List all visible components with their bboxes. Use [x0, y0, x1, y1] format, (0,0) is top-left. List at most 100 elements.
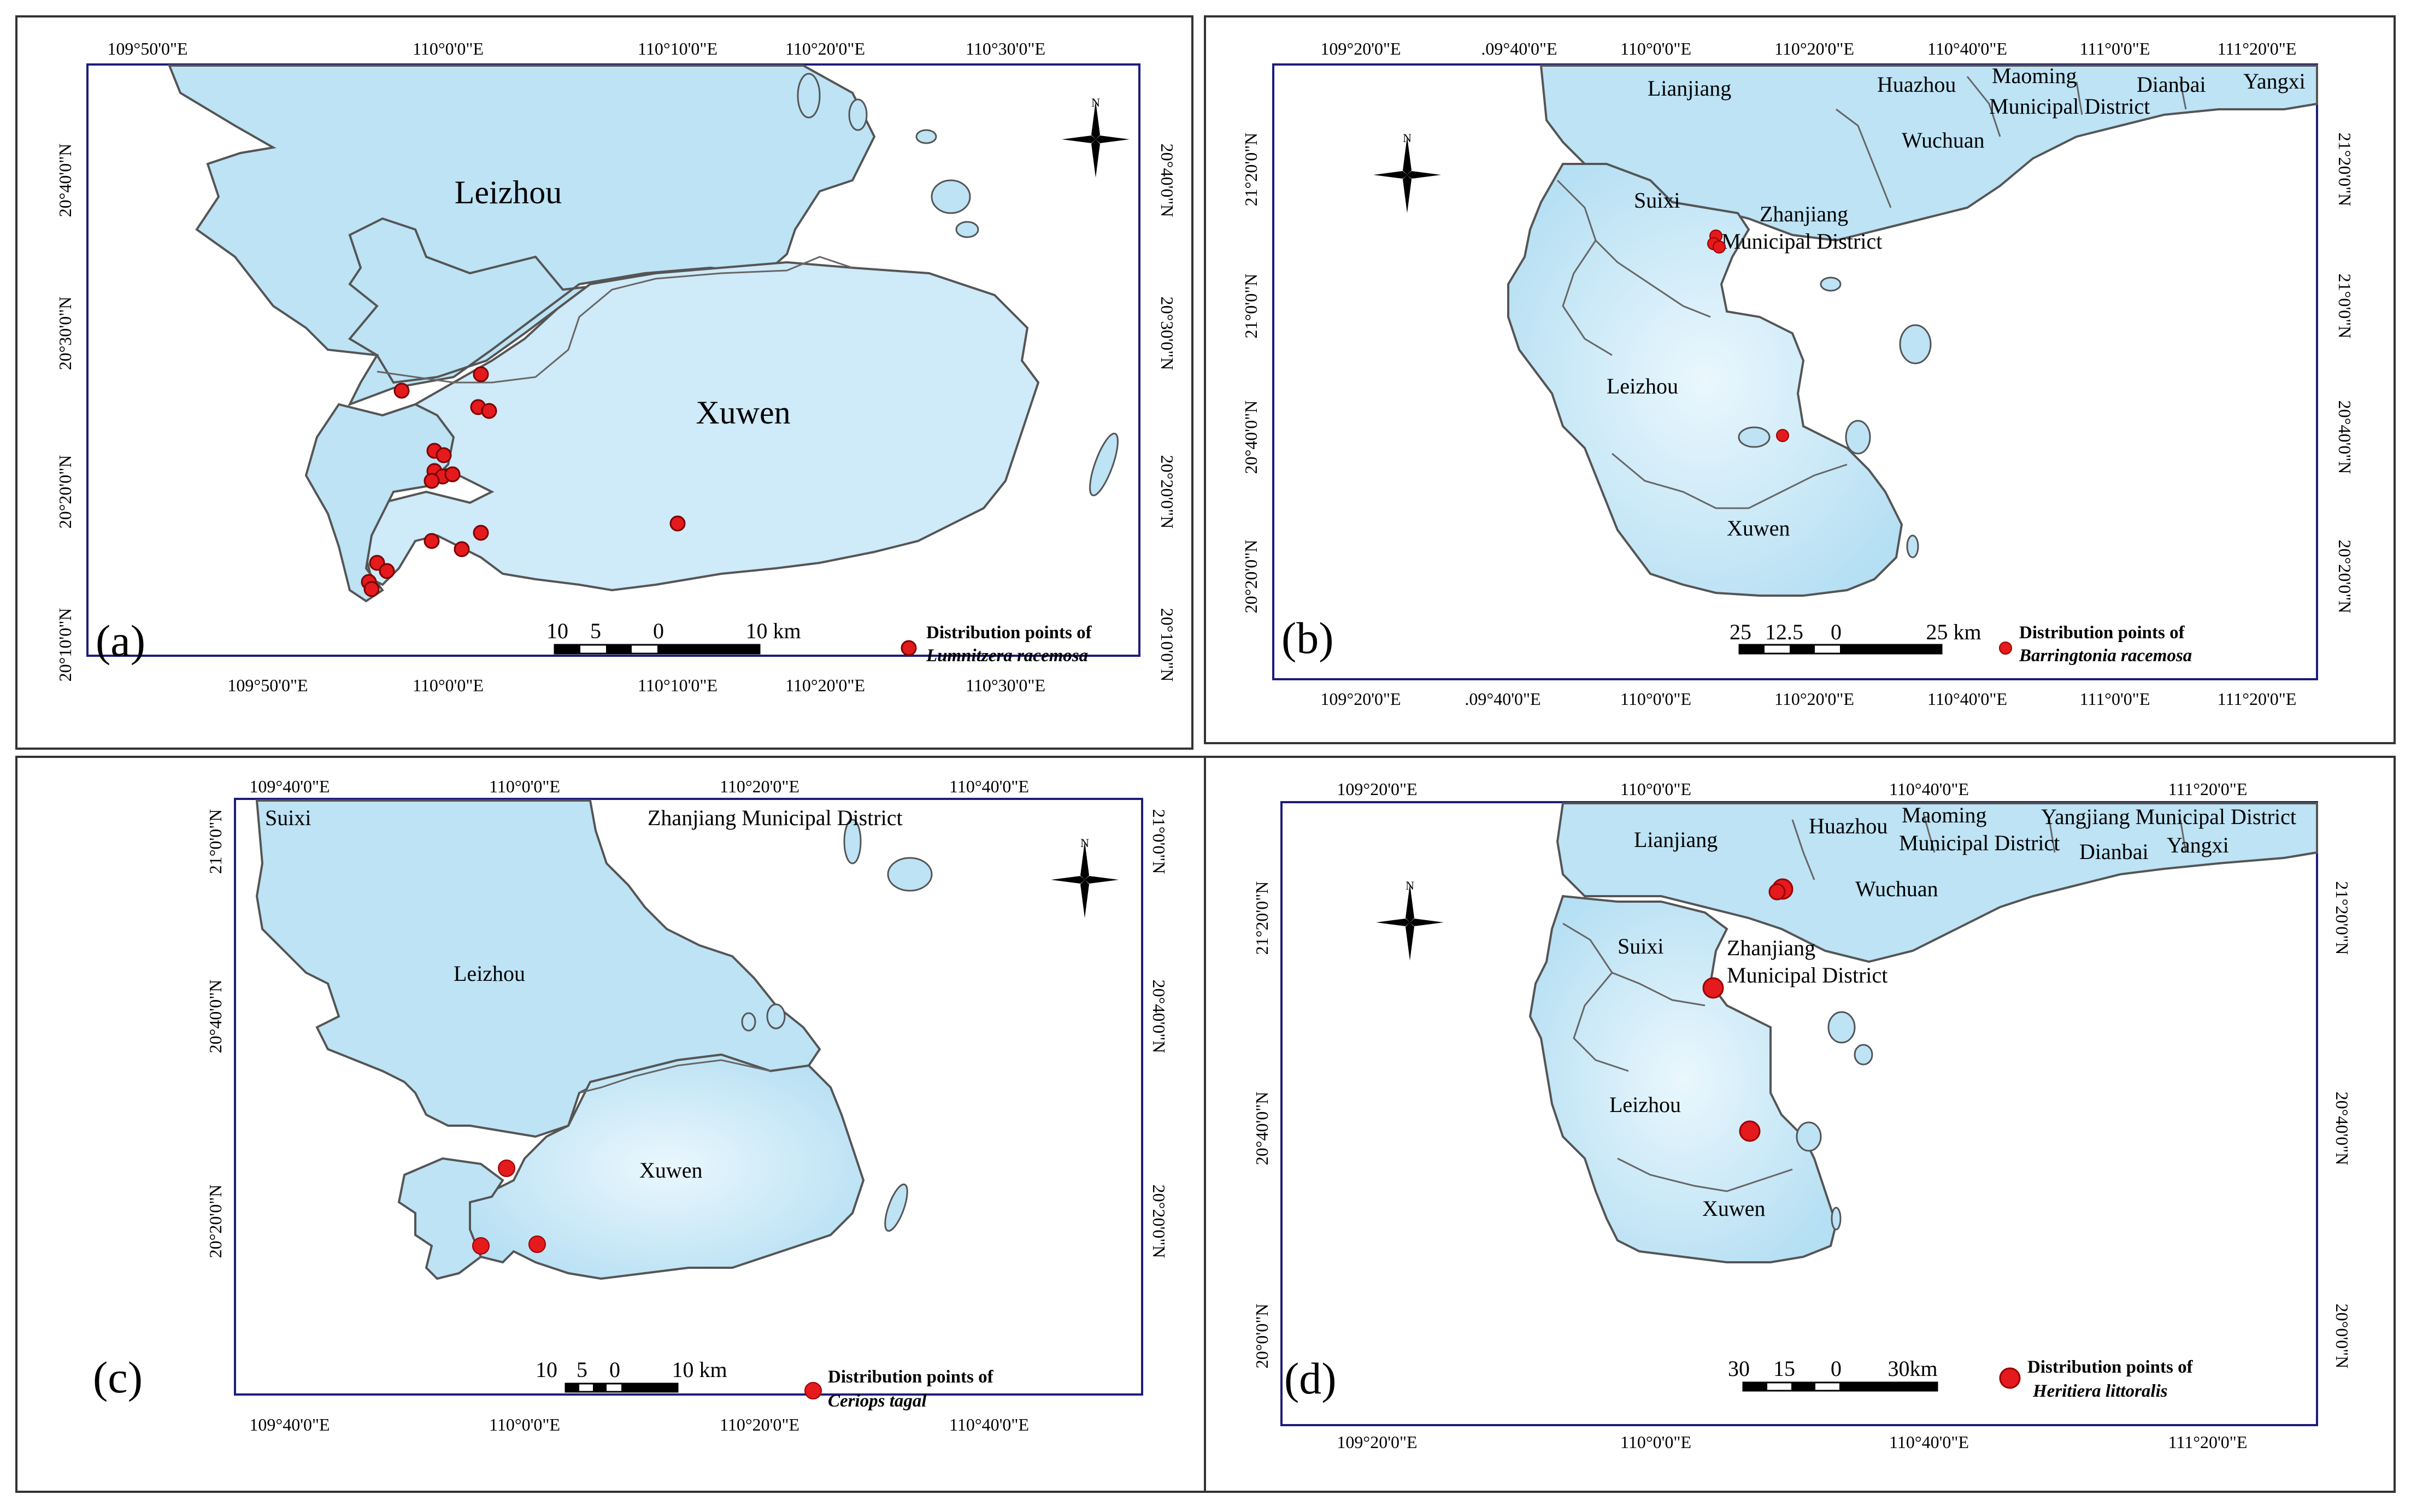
panel-d-land [1528, 802, 2318, 1263]
scale-label: 15 [1773, 1356, 1795, 1381]
scale-label: 0 [653, 619, 664, 643]
panel-d-bottom-ticks: 109°20'0"E 110°0'0"E 110°40'0"E 111°20'0… [1337, 1432, 2247, 1452]
place-label-wuchuan: Wuchuan [1855, 876, 1938, 901]
place-label-zhanjiang: Zhanjiang [1760, 202, 1848, 226]
x-tick-label: 109°40'0"E [249, 776, 330, 796]
panel-label: (b) [1281, 613, 1334, 663]
panel-label: (a) [96, 616, 145, 666]
x-tick-label: 111°0'0"E [2080, 39, 2150, 58]
distribution-point [444, 466, 461, 483]
legend-point-marker [1999, 1367, 2021, 1389]
place-label-maoming-district: Municipal District [1899, 831, 2060, 855]
y-tick-label: 20°40'0"N [1157, 144, 1177, 217]
panel-c: 109°40'0"E 110°0'0"E 110°20'0"E 110°40'0… [15, 756, 1209, 1493]
x-tick-label: 109°20'0"E [1337, 1432, 1417, 1452]
place-label-zhanjiang-district: Municipal District [1721, 229, 1882, 254]
x-tick-label: 110°20'0"E [1774, 689, 1854, 709]
legend-title: Distribution points of [926, 623, 1092, 643]
distribution-point [393, 383, 410, 399]
distribution-point [481, 403, 497, 419]
panel-a-land [168, 64, 1119, 603]
y-tick-label: 21°0'0"N [1149, 809, 1169, 874]
distribution-point [473, 366, 489, 383]
x-tick-label: 110°40'0"E [1889, 1432, 1969, 1452]
distribution-point [669, 515, 686, 532]
place-label-dianbai: Dianbai [2137, 72, 2206, 97]
scale-label: 10 [546, 619, 568, 643]
panel-b-land [1507, 64, 2318, 597]
y-tick-label: 20°10'0"N [55, 608, 75, 682]
place-label-zhanjiang-district: Zhanjiang Municipal District [648, 805, 903, 830]
x-tick-label: .09°40'0"E [1481, 39, 1557, 58]
place-label-yangxi: Yangxi [2167, 833, 2229, 857]
legend-point-marker [804, 1382, 822, 1399]
place-label-yangxi: Yangxi [2243, 69, 2306, 93]
y-tick-label: 20°40'0"N [55, 144, 75, 217]
place-label-suixi: Suixi [1634, 188, 1680, 213]
y-tick-label: 21°20'0"N [1252, 881, 1272, 955]
scale-label: 5 [590, 619, 601, 643]
svg-text:N: N [1406, 879, 1414, 892]
x-tick-label: 111°20'0"E [2218, 689, 2297, 709]
panel-a-legend: Distribution points of Lumnitzera racemo… [901, 623, 1092, 666]
x-tick-label: 109°20'0"E [1320, 39, 1401, 58]
distribution-point [472, 1237, 490, 1255]
panel-d-distribution-points [1702, 878, 1793, 1142]
place-label-leizhou: Leizhou [455, 174, 562, 210]
y-tick-label: 20°40'0"N [1252, 1092, 1272, 1166]
scale-label: 0 [1831, 620, 1842, 644]
y-tick-label: 21°0'0"N [1241, 274, 1261, 339]
compass-rose-icon: N [1376, 879, 1444, 961]
place-label-xuwen: Xuwen [1702, 1196, 1766, 1221]
x-tick-label: 110°20'0"E [1774, 39, 1854, 58]
svg-text:N: N [1403, 131, 1412, 145]
place-label-yangjiang-district: Yangjiang Municipal District [2041, 804, 2296, 829]
panel-b: 109°20'0"E .09°40'0"E 110°0'0"E 110°20'0… [1204, 15, 2396, 744]
panel-c-left-ticks: 21°0'0"N 20°40'0"N 20°20'0"N [205, 809, 225, 1258]
panel-b-bottom-ticks: 109°20'0"E .09°40'0"E 110°0'0"E 110°20'0… [1320, 689, 2296, 709]
x-tick-label: 109°50'0"E [107, 39, 187, 58]
x-tick-label: 110°0'0"E [1620, 779, 1691, 799]
y-tick-label: 20°0'0"N [2332, 1304, 2352, 1369]
distribution-point [379, 563, 395, 579]
x-tick-label: 110°20'0"E [720, 1415, 799, 1434]
place-label-lianjiang: Lianjiang [1648, 76, 1731, 101]
y-tick-label: 20°40'0"N [2335, 401, 2355, 474]
distribution-point [1776, 429, 1789, 442]
legend-title: Distribution points of [2019, 623, 2185, 643]
distribution-point [454, 541, 470, 557]
scale-label: 25 km [1926, 620, 1981, 644]
x-tick-label: 110°20'0"E [785, 39, 865, 58]
svg-text:N: N [1080, 836, 1089, 850]
y-tick-label: 20°20'0"N [2335, 540, 2355, 614]
compass-rose-icon: N [1062, 96, 1130, 178]
legend-species: Heritiera littoralis [2032, 1381, 2168, 1401]
panel-c-right-ticks: 21°0'0"N 20°40'0"N 20°20'0"N [1149, 809, 1169, 1258]
y-tick-label: 20°40'0"N [2332, 1092, 2352, 1166]
place-label-zhanjiang-district: Municipal District [1727, 963, 1887, 987]
distribution-point [498, 1160, 515, 1177]
distribution-point [424, 473, 440, 489]
x-tick-label: 109°50'0"E [227, 675, 308, 695]
panel-a-right-ticks: 20°40'0"N 20°30'0"N 20°20'0"N 20°10'0"N [1157, 144, 1177, 682]
y-tick-label: 20°10'0"N [1157, 608, 1177, 682]
place-label-dianbai: Dianbai [2079, 839, 2149, 864]
panel-c-land [255, 799, 933, 1280]
x-tick-label: 110°40'0"E [1927, 689, 2007, 709]
panel-d: 109°20'0"E 110°0'0"E 110°40'0"E 111°20'0… [1204, 756, 2396, 1493]
panel-c-scale-bar: 10 5 0 10 km [536, 1357, 727, 1393]
x-tick-label: 109°20'0"E [1337, 779, 1417, 799]
x-tick-label: 111°0'0"E [2080, 689, 2150, 709]
distribution-point [436, 447, 452, 463]
legend-title: Distribution points of [828, 1367, 994, 1387]
y-tick-label: 20°0'0"N [1252, 1304, 1272, 1369]
legend-species: Ceriops tagal [828, 1391, 927, 1411]
place-label-leizhou: Leizhou [454, 961, 525, 986]
x-tick-label: 110°0'0"E [413, 39, 484, 58]
x-tick-label: 110°10'0"E [638, 675, 718, 695]
compass-rose-icon: N [1051, 836, 1119, 918]
y-tick-label: 20°40'0"N [205, 980, 225, 1054]
panel-d-place-labels: Lianjiang Huazhou Maoming Municipal Dist… [1609, 803, 2296, 1221]
scale-label: 0 [1831, 1356, 1842, 1381]
distribution-point [363, 581, 380, 597]
